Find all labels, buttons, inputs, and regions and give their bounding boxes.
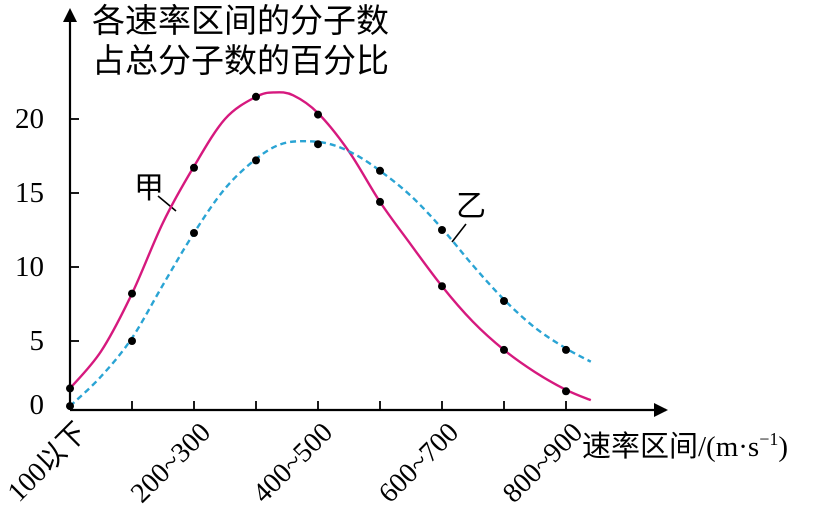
data-point-yi-6: [438, 226, 446, 234]
data-point-yi-2: [190, 229, 198, 237]
series-line-yi: [69, 139, 592, 407]
series-layer: [66, 91, 592, 411]
y-tick-label-0: 0: [30, 389, 45, 421]
y-tick-label-5: 5: [30, 325, 45, 357]
y-axis-arrowhead: [63, 8, 77, 22]
x-axis-label: 速率区间/(m·s−1): [582, 429, 788, 463]
x-axis-label-sup: −1: [759, 429, 778, 449]
y-axis-label-line-2: 占总分子数的百分比: [92, 43, 389, 80]
x-tick-label-2: 200~300: [125, 417, 217, 509]
data-point-jia-2: [190, 163, 198, 172]
data-point-jia-4: [314, 110, 322, 119]
data-point-yi-7: [500, 297, 508, 305]
series-label-jia: 甲: [134, 172, 164, 205]
x-tick-labels: 100以下 200~300 400~500 600~700 800~900: [2, 417, 589, 509]
y-tick-label-10: 10: [15, 251, 44, 283]
x-tick-label-3: 400~500: [247, 417, 339, 509]
x-axis-label-main: 速率区间/(m·s: [582, 430, 759, 463]
y-ticks: 0 5 10 15 20: [15, 103, 79, 421]
x-axis-arrowhead: [654, 403, 668, 417]
data-point-jia-8: [562, 387, 570, 396]
series-label-yi: 乙: [456, 190, 486, 223]
y-tick-label-20: 20: [15, 103, 44, 135]
series-line-jia: [69, 91, 592, 402]
data-point-jia-5: [376, 197, 384, 206]
data-point-yi-0: [66, 402, 74, 411]
data-point-yi-8: [562, 345, 570, 354]
x-tick-label-5: 800~900: [497, 417, 589, 509]
data-point-jia-1: [128, 289, 136, 298]
y-tick-label-15: 15: [15, 177, 44, 209]
x-ticks: [131, 401, 567, 410]
data-point-yi-3: [252, 156, 260, 165]
series-leader-yi: [451, 223, 467, 243]
data-point-jia-0: [66, 384, 74, 393]
x-tick-label-4: 600~700: [373, 417, 465, 509]
x-tick-label-1: 100以下: [2, 417, 93, 508]
data-point-yi-5: [376, 166, 384, 175]
data-point-yi-1: [128, 337, 136, 345]
data-point-jia-7: [500, 345, 508, 354]
data-point-yi-4: [314, 140, 322, 149]
data-point-jia-6: [438, 282, 446, 291]
series-leader-jia: [157, 195, 177, 212]
data-point-jia-3: [252, 92, 260, 101]
y-axis-label-line-1: 各速率区间的分子数: [92, 3, 389, 40]
x-axis-label-close: ): [778, 431, 788, 463]
